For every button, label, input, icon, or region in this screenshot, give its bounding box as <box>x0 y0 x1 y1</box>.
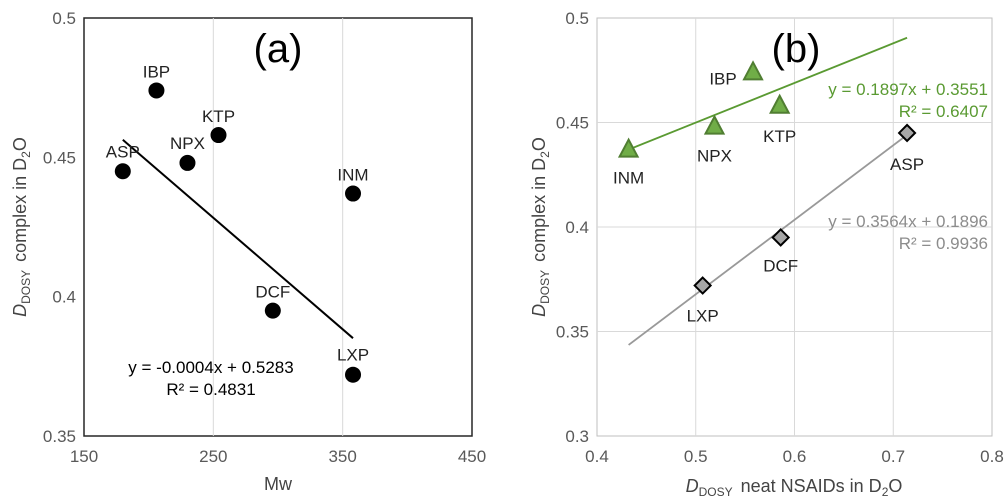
panel-a-point-lxp-label: LXP <box>337 346 369 365</box>
panel-a-x-axis-title: Mw <box>264 474 293 494</box>
panel-a-y-tick-label: 0.4 <box>52 288 76 307</box>
panel-b-gray-r2: R² = 0.9936 <box>899 234 988 253</box>
panel-a-x-tick-label: 450 <box>458 447 486 466</box>
panel-b-y-axis-title: DDOSYcomplex in D2O <box>529 137 552 317</box>
panel-b-y-tick-label: 0.4 <box>565 218 589 237</box>
panel-a-point-dcf <box>264 302 281 319</box>
panel-b-green-point-ibp-label: IBP <box>709 69 736 88</box>
panel-b-gray-equation: y = 0.3564x + 0.1896 <box>828 212 988 231</box>
panel-b-y-tick-label: 0.35 <box>556 323 589 342</box>
panel-b-green-point-inm-label: INM <box>613 169 644 188</box>
panel-a-y-axis-title: DDOSYcomplex in D2O <box>10 137 33 317</box>
panel-a-equation: y = -0.0004x + 0.5283 <box>128 358 293 377</box>
panel-a-point-npx <box>179 154 196 171</box>
panel-a-point-inm-label: INM <box>337 166 368 185</box>
panel-b-x-tick-label: 0.7 <box>881 447 905 466</box>
panel-b-green-point-ktp <box>769 93 791 114</box>
panel-b-x-axis-title: DDOSY neat NSAIDs in D2O <box>686 476 903 498</box>
panel-b-gray-point-dcf <box>771 228 791 247</box>
panel-b-y-tick-label: 0.3 <box>565 427 589 446</box>
panel-a-point-npx-label: NPX <box>170 134 205 153</box>
panel-b-green-equation: y = 0.1897x + 0.3551 <box>828 80 988 99</box>
panel-a-y-tick-label: 0.45 <box>43 148 76 167</box>
panel-b-green-point-npx-label: NPX <box>697 147 732 166</box>
panel-a-point-lxp <box>345 366 362 383</box>
panel-a-y-tick-label: 0.5 <box>52 9 76 28</box>
panel-a-trendline <box>122 139 354 339</box>
panel-b-gray-point-dcf-label: DCF <box>763 256 798 275</box>
panel-a-x-tick-label: 150 <box>70 447 98 466</box>
panel-a-point-inm <box>345 185 362 202</box>
panel-a-point-ktp <box>210 127 227 144</box>
panel-a-r2: R² = 0.4831 <box>166 380 255 399</box>
panel-a-point-asp-label: ASP <box>106 142 140 161</box>
panel-a-point-asp <box>114 163 131 180</box>
panel-b-gray-point-lxp-label: LXP <box>687 307 719 326</box>
panel-b-gray-point-asp-label: ASP <box>890 155 924 174</box>
panel-b-x-tick-label: 0.4 <box>585 447 609 466</box>
panel-a-point-ibp-label: IBP <box>143 62 170 81</box>
panel-b-green-point-npx <box>703 114 726 135</box>
panel-b-y-tick-label: 0.5 <box>565 9 589 28</box>
panel-b-green-trendline <box>628 36 908 151</box>
panel-b-label: (b) <box>772 27 821 71</box>
panel-b-x-tick-label: 0.5 <box>684 447 708 466</box>
panel-a-point-dcf-label: DCF <box>255 283 290 302</box>
panel-b-x-tick-label: 0.8 <box>980 447 1004 466</box>
panel-a-x-tick-label: 350 <box>328 447 356 466</box>
panel-b-y-tick-label: 0.45 <box>556 114 589 133</box>
panel-a-frame <box>83 17 473 437</box>
panel-b-gray-trendline <box>628 134 908 346</box>
panel-b-gray-point-lxp <box>693 276 713 295</box>
panel-b-x-tick-label: 0.6 <box>783 447 807 466</box>
panel-a-label: (a) <box>254 27 303 71</box>
panel-b-green-point-inm <box>617 137 640 158</box>
panel-b-green-point-ibp <box>742 60 764 81</box>
panel-a-y-tick-label: 0.35 <box>43 427 76 446</box>
panel-b-green-point-ktp-label: KTP <box>763 127 796 146</box>
panel-b-gray-point-asp <box>897 123 917 143</box>
panel-a-point-ibp <box>148 82 165 99</box>
panel-b-green-r2: R² = 0.6407 <box>899 102 988 121</box>
panel-a-x-tick-label: 250 <box>199 447 227 466</box>
panel-a-point-ktp-label: KTP <box>202 107 235 126</box>
